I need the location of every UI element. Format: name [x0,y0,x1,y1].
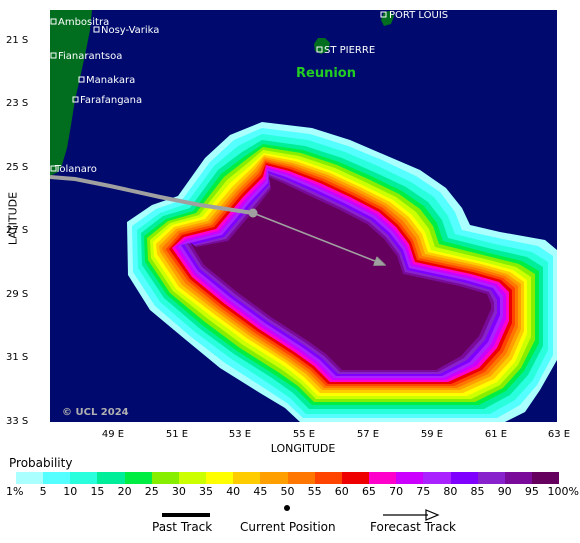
colorbar-swatch [314,472,342,484]
y-tick: 29 S [6,289,29,300]
x-tick: 59 E [420,429,444,440]
copyright-label: © UCL 2024 [62,407,129,418]
colorbar-label: 35 [199,485,214,498]
mauritius-island [381,11,394,26]
x-tick: 63 E [547,429,571,440]
probability-bands [127,122,557,422]
map-canvas: Ambositra Nosy-Varika Fianarantsoa Manak… [50,10,557,422]
current-position-label: Current Position [240,520,336,534]
track-legend: Past Track Current Position Forecast Tra… [0,498,580,543]
colorbar-swatch [287,472,315,484]
strike-probability-map: Ambositra Nosy-Varika Fianarantsoa Manak… [6,10,571,440]
colorbar-swatch [477,472,505,484]
past-track-line [50,175,254,215]
colorbar-swatch [43,472,71,484]
place-marker [93,26,100,33]
colorbar-label: 90 [497,485,512,498]
x-tick: 51 E [165,429,189,440]
y-tick: 31 S [6,352,29,363]
place-marker [78,76,85,83]
colorbar-label: 65 [361,485,376,498]
colorbar-swatch [369,472,397,484]
place-labels: Ambositra Nosy-Varika Fianarantsoa Manak… [50,10,448,175]
legend-symbols [162,505,440,521]
colorbar-label: 30 [171,485,186,498]
colorbar-swatch [423,472,451,484]
colorbar-label: 70 [389,485,404,498]
x-tick: 61 E [484,429,508,440]
colorbar-label: 50 [280,485,295,498]
colorbar-swatch [16,472,44,484]
colorbar-label: 45 [253,485,268,498]
colorbar-label: 40 [226,485,241,498]
colorbar-swatch [396,472,424,484]
colorbar-label: 10 [63,485,78,498]
forecast-track-line [252,212,385,265]
colorbar-swatch [206,472,234,484]
x-tick: 53 E [228,429,252,440]
colorbar-swatch [178,472,207,484]
x-tick: 55 E [292,429,316,440]
place-marker [72,96,79,103]
colorbar-label: 15 [90,485,105,498]
forecast-arrowhead-icon [425,509,440,521]
y-tick: 23 S [6,98,29,109]
y-tick: 25 S [6,162,29,173]
colorbar-labels: 1% 5 10 15 20 25 30 35 40 45 50 55 60 65 70 75 80 85 90 95 1… [0,485,580,499]
colorbar-swatch [70,472,98,484]
colorbar-label: 85 [470,485,485,498]
y-tick: 33 S [6,416,29,427]
region-label-reunion: Reunion [296,66,356,81]
colorbar-label: 20 [117,485,132,498]
colorbar-label: 25 [144,485,159,498]
colorbar-label: 55 [307,485,322,498]
place-marker [380,11,387,18]
past-track-label: Past Track [152,520,213,534]
colorbar-label: 60 [334,485,349,498]
colorbar-label: 5 [39,485,47,498]
colorbar-label: 1% [6,485,24,498]
colorbar-label: 75 [416,485,431,498]
place-fianarantsoa: Fianarantsoa [58,51,122,62]
madagascar-landmass [50,10,92,176]
probability-colorbar [16,472,560,484]
probability-title: Probability [9,456,73,470]
reunion-island [314,38,330,54]
colorbar-swatch [531,472,560,484]
y-axis-label: LATITUDE [6,191,20,246]
colorbar-swatch [124,472,152,484]
x-tick: 49 E [101,429,125,440]
colorbar-label: 80 [443,485,458,498]
colorbar-swatch [260,472,288,484]
colorbar-swatch [504,472,532,484]
colorbar-label: 100% [547,485,579,498]
place-ambositra: Ambositra [58,17,109,28]
colorbar-swatch [233,472,261,484]
y-tick: 21 S [6,35,29,46]
place-marker [50,52,57,59]
forecast-track-label: Forecast Track [370,520,456,534]
place-marker [50,165,57,172]
colorbar-label: 95 [524,485,539,498]
y-tick: 27 S [6,225,29,236]
place-nosy-varika: Nosy-Varika [101,25,159,36]
colorbar-swatch [341,472,370,484]
place-marker [316,46,323,53]
current-position-symbol [284,505,290,511]
band-95pct [190,177,491,370]
place-manakara: Manakara [86,75,135,86]
place-farafangana: Farafangana [80,95,142,106]
place-port-louis: PORT LOUIS [389,10,448,21]
colorbar-swatch [97,472,125,484]
place-st-pierre: ST PIERRE [324,45,375,56]
place-marker [50,18,57,25]
place-tolanaro: Tolanaro [54,164,97,175]
current-position-marker [248,208,258,218]
x-tick: 57 E [356,429,380,440]
colorbar-swatch [151,472,179,484]
x-axis-label: LONGITUDE [270,442,336,455]
colorbar-swatch [450,472,478,484]
